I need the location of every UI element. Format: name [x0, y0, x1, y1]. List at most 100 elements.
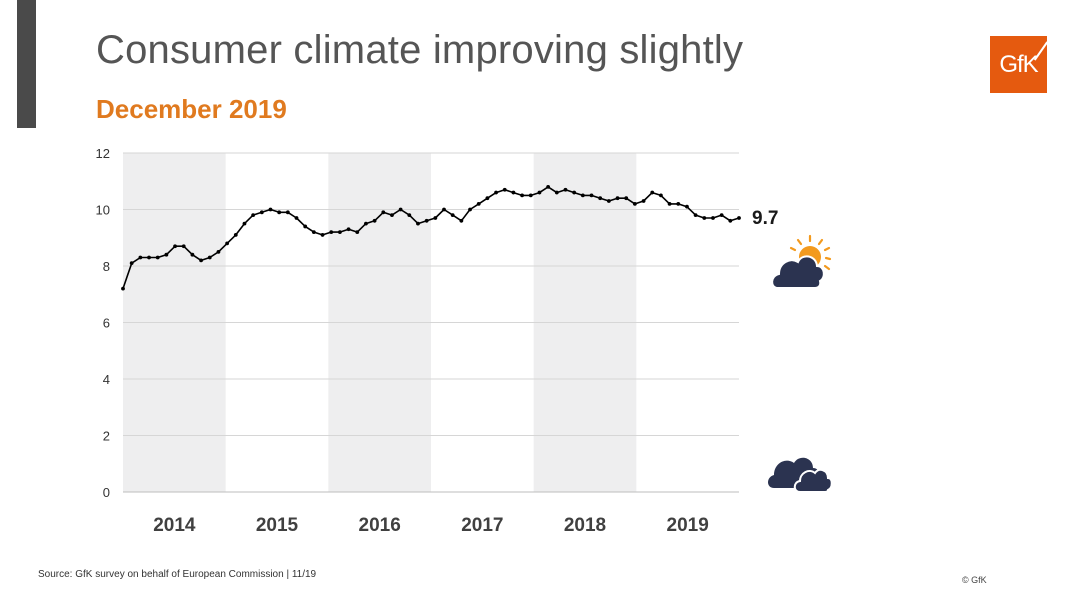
y-tick-label: 10 — [96, 203, 110, 218]
data-point — [442, 207, 446, 212]
data-point — [346, 227, 351, 232]
data-point — [311, 230, 316, 235]
gridlines — [123, 152, 739, 493]
x-tick-label-2018: 2018 — [564, 515, 606, 536]
data-point — [502, 187, 507, 192]
data-point — [546, 185, 551, 189]
y-axis-labels: 0 2 4 6 8 10 12 — [96, 146, 110, 500]
data-point — [390, 213, 394, 218]
data-point — [632, 201, 637, 206]
data-point — [207, 255, 212, 260]
data-point — [381, 210, 386, 215]
x-tick-label-2019: 2019 — [667, 515, 709, 536]
copyright-note: © GfK — [962, 575, 987, 585]
x-tick-label-2016: 2016 — [359, 515, 401, 536]
clouds-icon — [768, 457, 833, 493]
end-value-label: 9.7 — [752, 208, 778, 229]
data-point — [277, 210, 282, 215]
data-point — [138, 255, 143, 260]
data-point — [155, 255, 160, 260]
data-point — [216, 249, 221, 254]
x-axis-labels: 2014 2015 2016 2017 2018 2019 — [153, 515, 709, 536]
data-point — [572, 190, 577, 195]
x-tick-label-2017: 2017 — [461, 515, 503, 536]
y-tick-label: 6 — [103, 316, 110, 331]
data-point — [485, 196, 490, 201]
data-point — [606, 199, 611, 203]
data-point — [580, 193, 585, 198]
data-point — [320, 233, 325, 237]
data-point — [450, 213, 455, 218]
data-point — [615, 196, 620, 201]
data-point — [624, 196, 629, 201]
data-point — [494, 190, 498, 195]
data-point — [719, 213, 724, 218]
data-point — [641, 199, 646, 203]
page-subtitle: December 2019 — [96, 94, 287, 124]
data-point — [173, 244, 177, 249]
data-point — [147, 255, 151, 260]
data-point — [329, 230, 334, 235]
data-point — [181, 244, 186, 249]
data-point — [424, 218, 429, 223]
data-point — [537, 190, 542, 195]
data-point — [190, 252, 195, 257]
data-point — [129, 261, 134, 266]
data-point — [355, 230, 360, 235]
data-point — [268, 207, 273, 212]
data-point — [121, 286, 125, 291]
data-point — [528, 193, 533, 198]
data-point — [199, 258, 203, 263]
y-tick-label: 12 — [96, 146, 110, 161]
side-accent-bar — [17, 0, 36, 128]
y-tick-label: 0 — [103, 485, 110, 500]
data-point — [598, 196, 603, 201]
data-point — [233, 233, 238, 237]
data-point — [650, 190, 655, 195]
data-point — [693, 213, 698, 218]
data-point — [659, 193, 663, 198]
data-point — [407, 213, 412, 218]
logo-text: GfK — [999, 50, 1038, 78]
series-consumer-climate — [121, 185, 741, 291]
gfk-logo: GfK — [990, 36, 1049, 93]
page-title: Consumer climate improving slightly — [96, 28, 744, 72]
data-point — [372, 218, 377, 223]
data-point — [702, 216, 707, 220]
data-point — [554, 190, 559, 195]
data-point — [364, 221, 368, 226]
data-point — [294, 216, 299, 220]
data-point — [303, 224, 308, 229]
data-point — [676, 201, 681, 206]
data-point — [251, 213, 256, 218]
x-tick-label-2015: 2015 — [256, 515, 299, 536]
y-tick-label: 2 — [103, 429, 110, 444]
annotations: 9.7 — [752, 208, 778, 229]
data-point — [589, 193, 594, 198]
data-point — [728, 218, 733, 223]
source-note: Source: GfK survey on behalf of European… — [38, 569, 317, 580]
data-point — [164, 252, 169, 257]
data-point — [259, 210, 264, 215]
data-point — [416, 221, 420, 226]
data-point — [685, 204, 689, 209]
data-point — [225, 241, 230, 246]
y-tick-label: 8 — [103, 259, 110, 274]
data-point — [338, 230, 342, 235]
data-point — [511, 190, 516, 195]
data-point — [242, 221, 247, 226]
data-point — [563, 187, 568, 192]
data-point — [459, 218, 464, 223]
data-point — [433, 216, 438, 220]
x-tick-label-2014: 2014 — [153, 515, 196, 536]
data-point — [711, 216, 715, 220]
data-point — [737, 216, 741, 220]
y-tick-label: 4 — [103, 372, 110, 387]
data-point — [520, 193, 524, 198]
data-point — [667, 201, 672, 206]
data-point — [468, 207, 472, 212]
data-point — [398, 207, 403, 212]
data-point — [285, 210, 290, 215]
cloud-sun-icon — [771, 234, 832, 289]
